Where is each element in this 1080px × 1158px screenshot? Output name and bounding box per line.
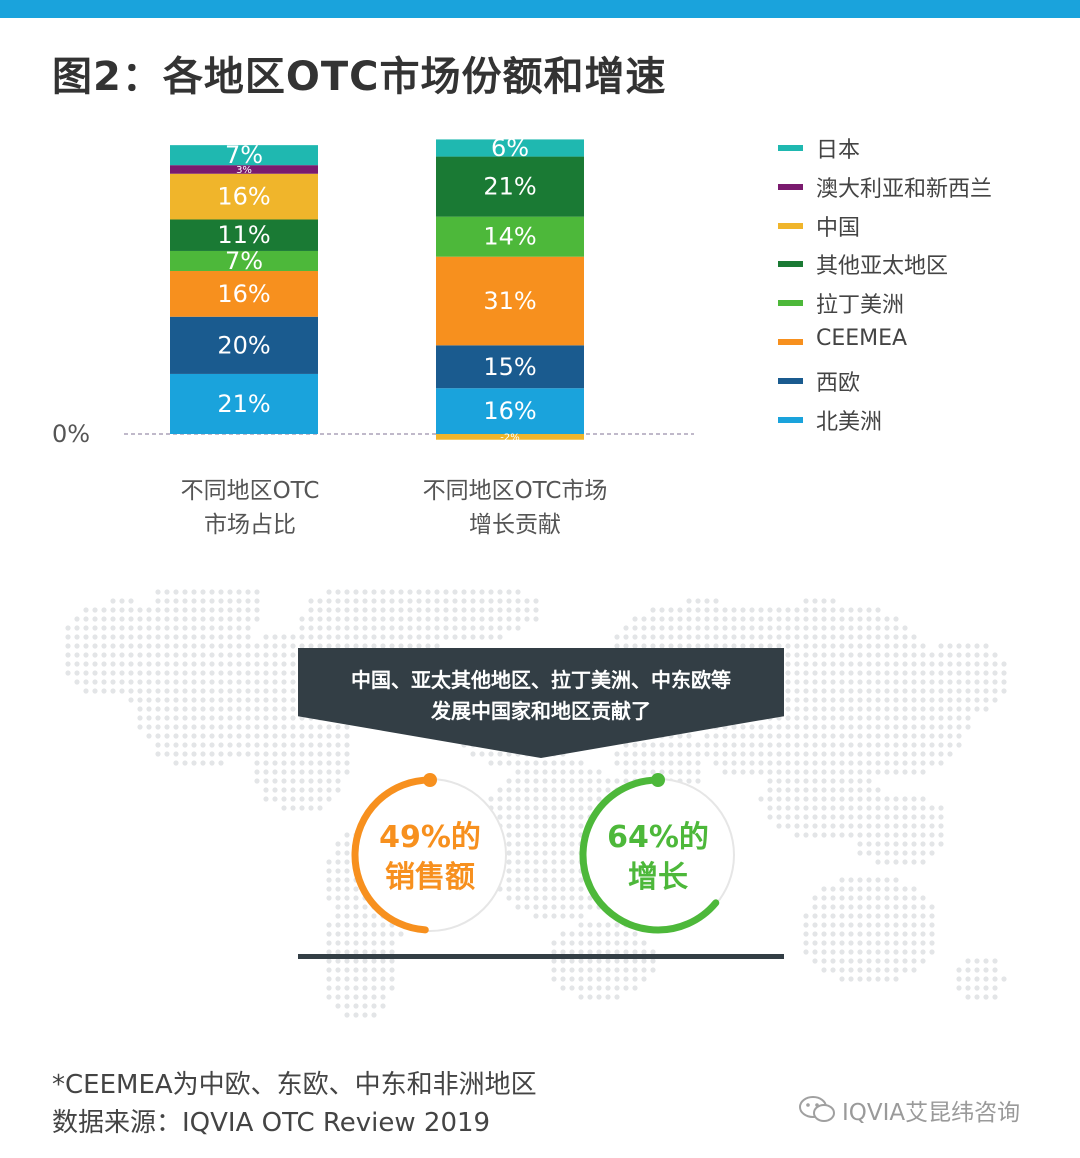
kpi-sales-line2: 销售额: [385, 860, 475, 895]
bar-segment: [436, 345, 584, 389]
bar-segment: [170, 173, 318, 220]
data-label: 31%: [483, 287, 536, 315]
data-label: 6%: [491, 134, 529, 162]
legend-label: 澳大利亚和新西兰: [816, 176, 993, 202]
legend-swatch: [778, 338, 803, 345]
data-label: 15%: [483, 353, 536, 381]
kpi-ring-dot: [651, 773, 665, 787]
legend-label: 日本: [816, 138, 861, 163]
zero-label: 0%: [52, 420, 90, 448]
legend-swatch: [778, 377, 803, 384]
callout-line1: 中国、亚太其他地区、拉丁美洲、中东欧等: [351, 668, 731, 692]
kpi-growth-line2: 增长: [628, 860, 688, 895]
data-label: -2%: [500, 432, 519, 443]
legend-swatch: [778, 183, 803, 190]
bar-segment: [170, 219, 318, 251]
legend-label: 中国: [816, 215, 861, 241]
bar-segment: [436, 388, 584, 434]
bar-segment: [436, 434, 584, 440]
kpi-sales-line1: 49%的: [379, 820, 481, 855]
category-label-share: 不同地区OTC 市场占比: [150, 474, 350, 542]
data-label: 11%: [217, 221, 270, 249]
top-accent-bar: [0, 0, 1080, 18]
stacked-bar-chart: 0%21%20%16%7%11%16%3%7%16%15%31%14%21%-2…: [52, 134, 694, 448]
callout-baseline: [298, 954, 784, 959]
callout-line2: 发展中国家和地区贡献了: [431, 699, 651, 723]
data-label: 3%: [236, 165, 252, 176]
bar-segment: [170, 250, 318, 271]
kpi-sales-text: 49%的 销售额: [352, 818, 508, 898]
bar-segment: [170, 270, 318, 317]
category-label-share-line1: 不同地区OTC: [180, 478, 320, 504]
legend-label: 北美洲: [816, 409, 883, 435]
bar-segment: [170, 145, 318, 166]
kpi-ring-dot: [423, 773, 437, 787]
data-label: 7%: [225, 247, 263, 275]
data-source: 数据来源：IQVIA OTC Review 2019: [52, 1108, 491, 1138]
legend-swatch: [778, 300, 803, 307]
bar-segment: [170, 316, 318, 374]
footnote: *CEEMEA为中欧、东欧、中东和非洲地区: [52, 1070, 537, 1100]
legend-label: 西欧: [816, 370, 861, 396]
bar-segment: [436, 216, 584, 257]
kpi-ring-arc: [579, 776, 720, 934]
data-label: 21%: [217, 390, 270, 418]
legend-label: 其他亚太地区: [816, 254, 949, 280]
category-label-growth-line2: 增长贡献: [469, 512, 561, 538]
category-label-growth-line1: 不同地区OTC市场: [422, 478, 608, 504]
legend-swatch: [778, 222, 803, 229]
legend-swatch: [778, 416, 803, 423]
bar-segment: [436, 139, 584, 157]
legend-swatch: [778, 145, 803, 151]
wechat-icon: [799, 1096, 835, 1122]
bar-segment: [170, 165, 318, 174]
data-label: 16%: [217, 280, 270, 308]
kpi-growth-line1: 64%的: [607, 820, 709, 855]
category-label-growth: 不同地区OTC市场 增长贡献: [400, 474, 630, 542]
category-label-share-line2: 市场占比: [204, 512, 296, 538]
data-label: 16%: [483, 397, 536, 425]
data-label: 16%: [217, 183, 270, 211]
bar-segment: [170, 373, 318, 434]
legend-label: 拉丁美洲: [816, 293, 905, 319]
legend-label: CEEMEA: [816, 325, 908, 351]
data-label: 21%: [483, 173, 536, 201]
data-label: 20%: [217, 331, 270, 359]
bar-segment: [436, 256, 584, 346]
data-label: 7%: [225, 141, 263, 169]
data-label: 14%: [483, 223, 536, 251]
legend-swatch: [778, 261, 803, 268]
kpi-growth-text: 64%的 增长: [580, 818, 736, 898]
watermark: IQVIA艾昆纬咨询: [842, 1100, 1021, 1126]
kpi-ring-arc: [351, 776, 434, 934]
page-title: 图2：各地区OTC市场份额和增速: [52, 54, 667, 100]
bar-segment: [436, 156, 584, 217]
